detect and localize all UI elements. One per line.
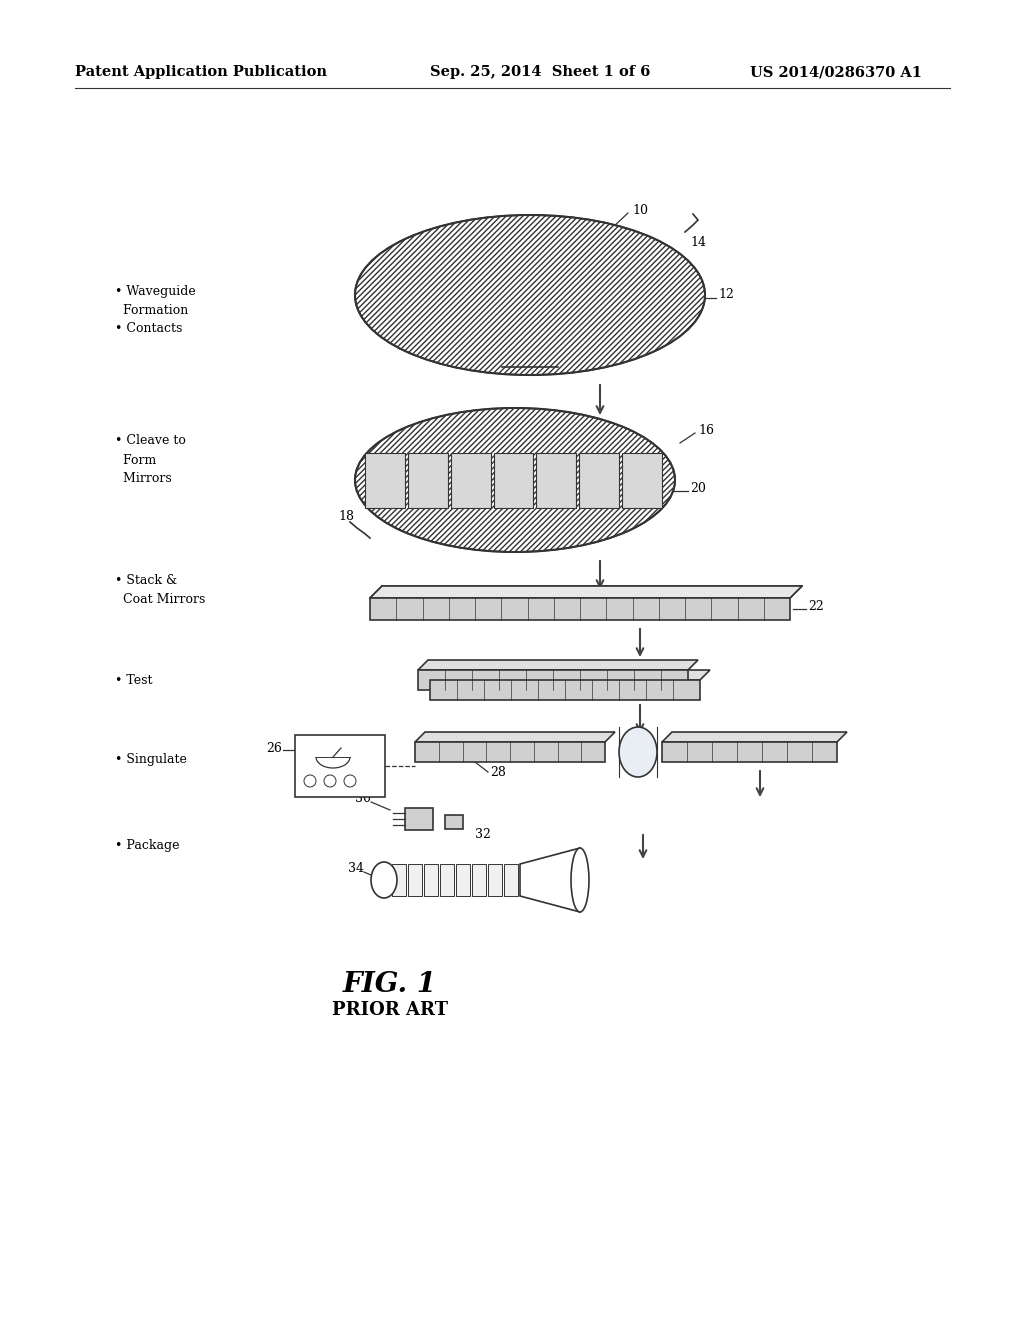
Bar [365, 453, 404, 508]
Polygon shape [662, 733, 847, 742]
Bar [440, 865, 454, 896]
Text: PRIOR ART: PRIOR ART [332, 1001, 449, 1019]
Ellipse shape [355, 215, 705, 375]
Bar [418, 671, 688, 690]
Text: • Cleave to
  Form
  Mirrors: • Cleave to Form Mirrors [115, 434, 186, 486]
Text: 16: 16 [698, 424, 714, 437]
Text: 14: 14 [690, 235, 706, 248]
Text: 20: 20 [690, 482, 706, 495]
Bar [295, 735, 385, 797]
Text: Sep. 25, 2014  Sheet 1 of 6: Sep. 25, 2014 Sheet 1 of 6 [430, 65, 650, 79]
Bar [451, 453, 490, 508]
Text: 12: 12 [718, 289, 734, 301]
Circle shape [304, 775, 316, 787]
Text: • Singulate: • Singulate [115, 754, 186, 767]
Text: • Stack &
  Coat Mirrors: • Stack & Coat Mirrors [115, 574, 206, 606]
Text: 10: 10 [632, 203, 648, 216]
Text: FIG. 1: FIG. 1 [343, 972, 437, 998]
Ellipse shape [355, 408, 675, 552]
Ellipse shape [371, 862, 397, 898]
Text: Patent Application Publication: Patent Application Publication [75, 65, 327, 79]
Bar [580, 453, 620, 508]
Bar [406, 808, 433, 830]
Polygon shape [415, 733, 615, 742]
Text: • Test: • Test [115, 673, 153, 686]
Polygon shape [430, 671, 710, 680]
Text: 28: 28 [490, 767, 506, 780]
Bar [430, 680, 700, 700]
Polygon shape [418, 660, 698, 671]
Text: 30: 30 [355, 792, 371, 804]
Ellipse shape [571, 847, 589, 912]
Bar [408, 865, 422, 896]
Bar [424, 865, 438, 896]
Bar [472, 865, 486, 896]
Circle shape [344, 775, 356, 787]
Polygon shape [520, 847, 580, 912]
Text: 34: 34 [348, 862, 364, 874]
Text: 24: 24 [560, 689, 575, 702]
Text: 26: 26 [266, 742, 282, 755]
Text: 18: 18 [338, 510, 354, 523]
Text: • Waveguide
  Formation
• Contacts: • Waveguide Formation • Contacts [115, 285, 196, 335]
Bar [456, 865, 470, 896]
Bar [537, 453, 577, 508]
Circle shape [324, 775, 336, 787]
Bar [408, 453, 447, 508]
Text: 22: 22 [808, 599, 823, 612]
Bar [504, 865, 518, 896]
Bar [415, 742, 605, 762]
Bar [370, 598, 790, 620]
Text: US 2014/0286370 A1: US 2014/0286370 A1 [750, 65, 922, 79]
Bar [494, 453, 534, 508]
Text: • Package: • Package [115, 838, 179, 851]
Bar [445, 814, 463, 829]
Ellipse shape [618, 727, 657, 777]
Bar [662, 742, 837, 762]
Text: 32: 32 [475, 829, 490, 842]
Polygon shape [370, 586, 802, 598]
Bar [488, 865, 502, 896]
Bar [623, 453, 662, 508]
Bar [392, 865, 406, 896]
